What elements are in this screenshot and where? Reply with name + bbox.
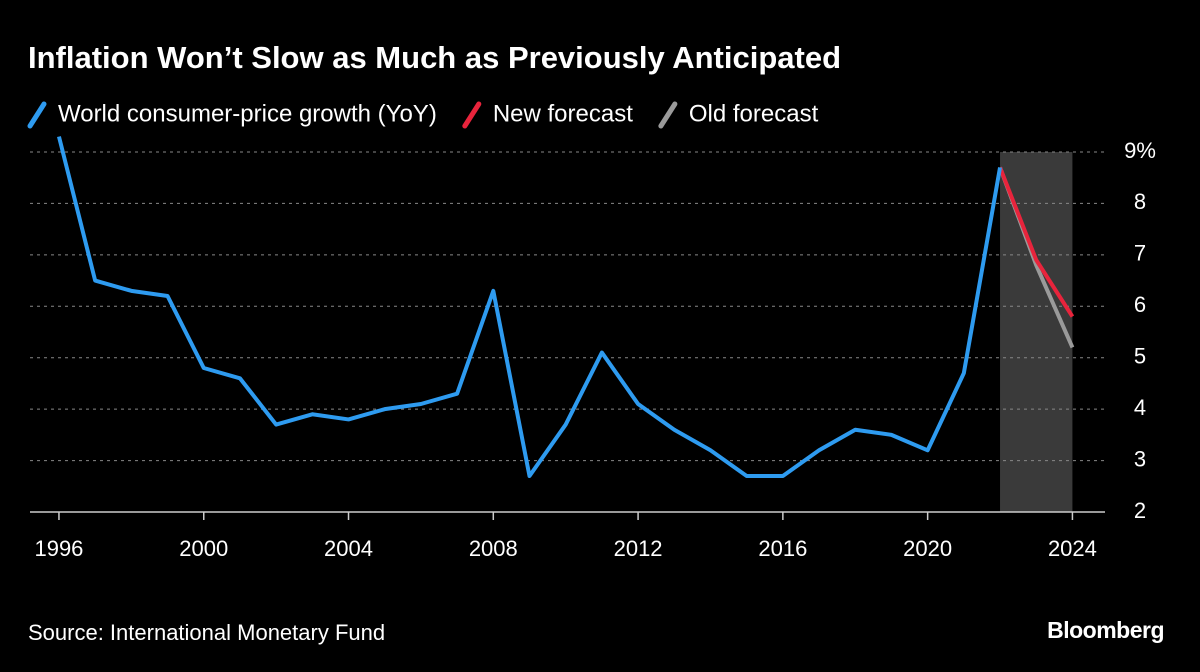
y-tick-label: 4 bbox=[1134, 395, 1146, 420]
forecast-shade bbox=[1000, 152, 1073, 512]
x-tick-label: 2004 bbox=[324, 536, 373, 561]
legend-swatch bbox=[27, 101, 47, 129]
x-tick-label: 2012 bbox=[614, 536, 663, 561]
y-tick-label: 3 bbox=[1134, 446, 1146, 471]
brand: Bloomberg bbox=[1047, 617, 1164, 643]
x-tick-label: 2000 bbox=[179, 536, 228, 561]
y-tick-label: 9% bbox=[1124, 138, 1156, 163]
legend-swatch bbox=[658, 101, 678, 129]
source: Source: International Monetary Fund bbox=[28, 620, 385, 645]
legend-swatch bbox=[462, 101, 482, 129]
y-tick-label: 5 bbox=[1134, 344, 1146, 369]
series-line bbox=[998, 166, 1075, 318]
y-tick-label: 8 bbox=[1134, 189, 1146, 214]
y-tick-label: 6 bbox=[1134, 292, 1146, 317]
legend-label: World consumer-price growth (YoY) bbox=[58, 100, 437, 127]
x-tick-label: 2024 bbox=[1048, 536, 1097, 561]
y-tick-label: 2 bbox=[1134, 498, 1146, 523]
x-tick-label: 1996 bbox=[34, 536, 83, 561]
legend-label: Old forecast bbox=[689, 100, 819, 127]
series-line bbox=[57, 136, 1002, 478]
x-tick-label: 2020 bbox=[903, 536, 952, 561]
legend-label: New forecast bbox=[493, 100, 633, 127]
x-tick-label: 2016 bbox=[758, 536, 807, 561]
y-tick-label: 7 bbox=[1134, 241, 1146, 266]
chart-title: Inflation Won’t Slow as Much as Previous… bbox=[28, 40, 841, 75]
x-tick-label: 2008 bbox=[469, 536, 518, 561]
